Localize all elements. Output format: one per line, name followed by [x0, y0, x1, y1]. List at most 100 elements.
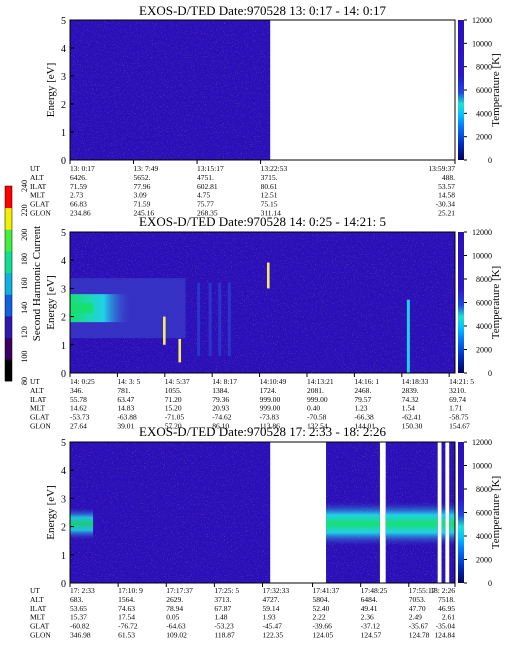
orbit-value: 1.54 — [402, 404, 415, 413]
orbit-value: 124.05 — [313, 631, 334, 640]
orbit-value: 122.35 — [263, 631, 284, 640]
harmonic-colorbar-label: Second Harmonic Current — [31, 226, 43, 341]
orbit-value: -60.82 — [70, 622, 90, 631]
orbit-value: 14:10:49 — [260, 377, 287, 386]
orbit-row-label: MLT — [30, 613, 46, 622]
y2-tick-label: 12000 — [472, 228, 492, 237]
orbit-value: -64.63 — [166, 622, 186, 631]
high-energy-band — [385, 501, 438, 546]
vertical-streak — [218, 282, 222, 357]
orbit-value: 66.83 — [70, 200, 87, 209]
orbit-value: 57.20 — [165, 422, 182, 431]
orbit-value: 78.94 — [166, 604, 183, 613]
orbit-value: 4727. — [263, 595, 280, 604]
harmonic-colorbar-tick: 140 — [20, 302, 29, 314]
orbit-value: 1.93 — [263, 613, 276, 622]
orbit-value: 150.30 — [402, 422, 423, 431]
y-tick-label: 3 — [61, 72, 66, 83]
orbit-value: 71.59 — [134, 200, 151, 209]
orbit-value: 1.71 — [449, 404, 462, 413]
orbit-row-label: ALT — [30, 386, 44, 395]
vertical-streak — [227, 282, 231, 357]
orbit-value: 79.36 — [212, 395, 229, 404]
orbit-value: 2.49 — [409, 613, 422, 622]
orbit-value: 71.20 — [165, 395, 182, 404]
orbit-value: 7053. — [409, 595, 426, 604]
y2-tick-label: 4000 — [476, 322, 492, 331]
orbit-value: 15.20 — [165, 404, 182, 413]
orbit-value: 13: 7:49 — [134, 164, 159, 173]
orbit-row-label: GLAT — [30, 622, 50, 631]
orbit-value: 14:16: 1 — [354, 377, 379, 386]
orbit-value: 27.64 — [70, 422, 87, 431]
orbit-value: -37.12 — [361, 622, 381, 631]
orbit-value: 46.95 — [438, 604, 455, 613]
chart-panel-3: EXOS-D/TED Date:970528 17: 2:33 - 18: 2:… — [30, 424, 502, 640]
orbit-value: 1.48 — [214, 613, 227, 622]
orbit-value: 14: 5:37 — [165, 377, 190, 386]
orbit-row-label: GLAT — [30, 413, 50, 422]
y-tick-label: 5 — [61, 16, 66, 27]
harmonic-colorbar-tick: 240 — [20, 180, 29, 192]
plot-frame — [69, 231, 456, 374]
noise-texture — [70, 20, 271, 160]
orbit-row-label: MLT — [30, 191, 46, 200]
orbit-value: 14.83 — [117, 404, 134, 413]
chart-title: EXOS-D/TED Date:970528 17: 2:33 - 18: 2:… — [139, 424, 386, 439]
y-axis-label: Energy [eV] — [45, 63, 57, 117]
y-tick-label: 5 — [61, 438, 66, 449]
chart-title: EXOS-D/TED Date:970528 13: 0:17 - 14: 0:… — [139, 3, 386, 18]
orbit-value: 17:10: 9 — [118, 586, 143, 595]
orbit-value: -73.83 — [260, 413, 280, 422]
orbit-value: 14:13:21 — [307, 377, 334, 386]
y-axis-label: Energy [eV] — [45, 485, 57, 539]
chart-panel-2: EXOS-D/TED Date:970528 14: 0:25 - 14:21:… — [30, 214, 502, 431]
orbit-value: 2081. — [307, 386, 324, 395]
y-tick-label: 4 — [61, 44, 66, 55]
harmonic-colorbar-tick: 80 — [20, 377, 29, 385]
orbit-value: 3.09 — [134, 191, 147, 200]
orbit-value: 346. — [70, 386, 83, 395]
orbit-value: 71.59 — [70, 182, 87, 191]
y2-tick-label: 2000 — [476, 133, 492, 142]
orbit-value: 154.67 — [449, 422, 470, 431]
y-tick-label: 4 — [61, 466, 66, 477]
orbit-row-label: ALT — [30, 595, 44, 604]
orbit-value: -45.47 — [263, 622, 283, 631]
harmonic-colorbar-segment — [5, 207, 12, 230]
y2-tick-label: 12000 — [472, 438, 492, 447]
orbit-value: 17:32:33 — [263, 586, 290, 595]
orbit-value: 2.73 — [70, 191, 83, 200]
orbit-value: 1055. — [165, 386, 182, 395]
y2-tick-label: 0 — [488, 369, 492, 378]
orbit-value: -74.62 — [212, 413, 232, 422]
orbit-value: -53.73 — [70, 413, 90, 422]
orbit-value: 7518. — [438, 595, 455, 604]
orbit-value: 118.87 — [214, 631, 235, 640]
y-tick-label: 2 — [61, 313, 66, 324]
orbit-value: 3210. — [449, 386, 466, 395]
orbit-value: 13:59:37 — [428, 164, 455, 173]
orbit-value: -53.23 — [214, 622, 234, 631]
orbit-value: 346.98 — [70, 631, 91, 640]
orbit-value: 13: 0:17 — [70, 164, 95, 173]
orbit-value: 79.57 — [354, 395, 371, 404]
orbit-value: 59.14 — [263, 604, 280, 613]
y2-tick-label: 6000 — [476, 509, 492, 518]
y2-tick-label: 10000 — [472, 39, 492, 48]
orbit-value: 2839. — [402, 386, 419, 395]
orbit-row-label: ALT — [30, 173, 44, 182]
harmonic-colorbar-segment — [5, 186, 12, 209]
y-tick-label: 0 — [61, 579, 66, 590]
y-tick-label: 5 — [61, 228, 66, 239]
harmonic-colorbar-tick: 100 — [20, 351, 29, 363]
orbit-value: 14: 8:17 — [212, 377, 237, 386]
orbit-value: -62.41 — [402, 413, 422, 422]
orbit-value: 2468. — [354, 386, 371, 395]
orbit-value: 52.40 — [313, 604, 330, 613]
orbit-row-label: UT — [30, 377, 40, 386]
orbit-value: 1.23 — [354, 404, 367, 413]
orbit-row-label: ILAT — [30, 182, 47, 191]
orbit-value: 75.77 — [197, 200, 214, 209]
